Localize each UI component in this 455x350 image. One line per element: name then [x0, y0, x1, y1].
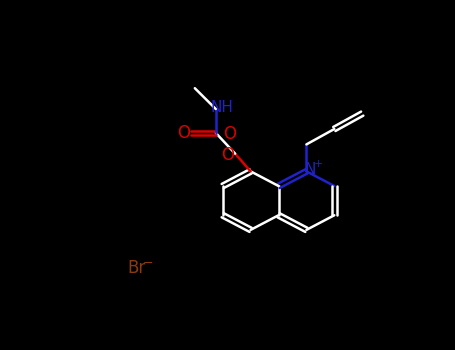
- Text: −: −: [143, 257, 154, 270]
- Text: +: +: [313, 160, 323, 169]
- Text: O: O: [177, 124, 190, 142]
- Text: NH: NH: [211, 100, 233, 115]
- Text: O: O: [221, 146, 234, 164]
- Text: N: N: [304, 162, 316, 177]
- Text: Br: Br: [127, 259, 146, 276]
- Text: O: O: [223, 125, 236, 144]
